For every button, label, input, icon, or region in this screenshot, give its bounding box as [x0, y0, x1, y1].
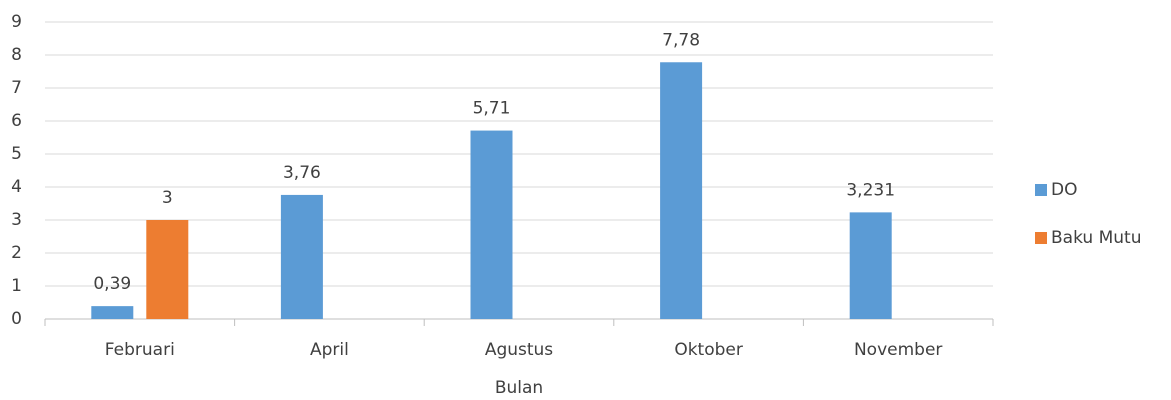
bar	[280, 194, 323, 319]
data-label: 0,39	[93, 274, 131, 294]
y-tick-label: 3	[11, 210, 22, 230]
data-label: 3	[162, 188, 173, 208]
bar	[470, 130, 513, 319]
data-label: 3,231	[846, 180, 895, 200]
y-tick-label: 8	[11, 45, 22, 65]
y-tick-label: 9	[11, 12, 22, 32]
legend-label: DO	[1051, 180, 1077, 200]
y-tick-label: 5	[11, 144, 22, 164]
x-tick-label: Oktober	[674, 340, 743, 360]
data-label: 3,76	[283, 163, 321, 183]
y-tick-label: 1	[11, 276, 22, 296]
x-tick-label: November	[854, 340, 942, 360]
x-axis-title: Bulan	[495, 378, 543, 398]
y-tick-label: 2	[11, 243, 22, 263]
data-label: 5,71	[473, 99, 511, 119]
x-tick-label: Agustus	[485, 340, 553, 360]
legend-swatch	[1035, 232, 1047, 244]
x-tick-label: April	[310, 340, 349, 360]
data-label: 7,78	[662, 30, 700, 50]
x-tick-label: Februari	[105, 340, 175, 360]
bar	[91, 306, 134, 319]
y-tick-label: 0	[11, 309, 22, 329]
bar	[146, 220, 189, 319]
y-tick-label: 4	[11, 177, 22, 197]
bar	[660, 62, 703, 319]
bar	[849, 212, 892, 319]
y-tick-label: 6	[11, 111, 22, 131]
legend-label: Baku Mutu	[1051, 228, 1141, 248]
legend-swatch	[1035, 184, 1047, 196]
y-tick-label: 7	[11, 78, 22, 98]
